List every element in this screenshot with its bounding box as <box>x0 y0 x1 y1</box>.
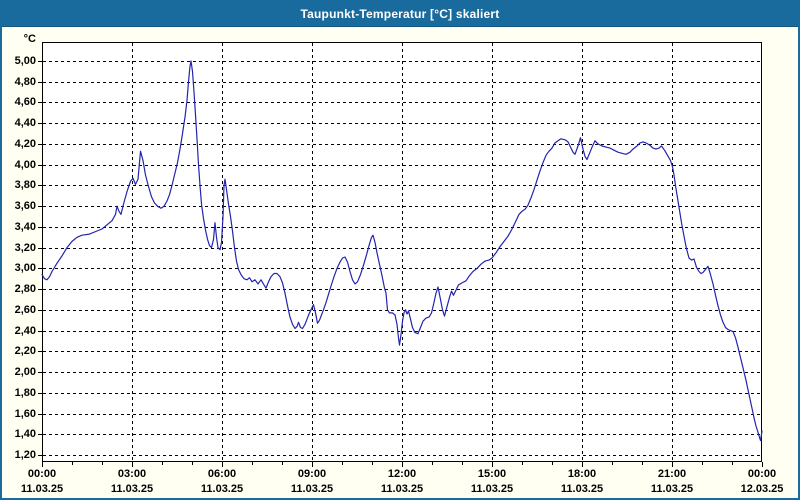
x-tick-time-label: 03:00 <box>117 468 147 480</box>
x-tick-date-label: 11.03.25 <box>290 483 334 495</box>
x-tick-date-label: 11.03.25 <box>470 483 514 495</box>
x-tick-time-label: 18:00 <box>567 468 597 480</box>
y-tick-label: 3,20 <box>14 242 36 254</box>
y-tick-label: 2,60 <box>14 304 36 316</box>
y-tick-label: 4,00 <box>14 159 36 171</box>
y-tick-label: 4,40 <box>14 117 36 129</box>
x-tick-date-label: 11.03.25 <box>650 483 694 495</box>
y-tick-label: 4,20 <box>14 138 36 150</box>
x-tick-time-label: 06:00 <box>207 468 237 480</box>
window-title: Taupunkt-Temperatur [°C] skaliert <box>300 7 500 21</box>
x-tick-time-label: 00:00 <box>747 468 777 480</box>
x-tick-time-label: 21:00 <box>657 468 687 480</box>
window-title-bar: Taupunkt-Temperatur [°C] skaliert <box>2 2 798 27</box>
x-tick-date-label: 11.03.25 <box>200 483 244 495</box>
y-tick-label: 2,40 <box>14 325 36 337</box>
y-tick-label: 3,40 <box>14 221 36 233</box>
y-tick-label: 4,60 <box>14 96 36 108</box>
x-tick-date-label: 11.03.25 <box>20 483 64 495</box>
y-tick-label: 1,60 <box>14 408 36 420</box>
x-tick-date-label: 11.03.25 <box>380 483 424 495</box>
y-tick-label: 3,80 <box>14 179 36 191</box>
y-tick-label: 2,80 <box>14 283 36 295</box>
x-tick-time-label: 09:00 <box>297 468 327 480</box>
y-tick-label: 5,00 <box>14 55 36 67</box>
y-tick-label: 4,80 <box>14 76 36 88</box>
x-tick-time-label: 12:00 <box>387 468 417 480</box>
y-tick-label: 1,40 <box>14 428 36 440</box>
y-tick-label: 2,20 <box>14 345 36 357</box>
y-tick-label: 2,00 <box>14 366 36 378</box>
y-tick-label: 3,00 <box>14 262 36 274</box>
x-tick-date-label: 12.03.25 <box>740 483 784 495</box>
y-tick-label: 1,80 <box>14 387 36 399</box>
x-tick-date-label: 11.03.25 <box>110 483 154 495</box>
y-tick-label: 1,20 <box>14 449 36 461</box>
y-tick-label: 3,60 <box>14 200 36 212</box>
series-line <box>41 60 763 442</box>
x-tick-date-label: 11.03.25 <box>560 483 604 495</box>
y-axis-unit-label: °C <box>23 33 36 45</box>
x-tick-time-label: 00:00 <box>27 468 57 480</box>
x-tick-time-label: 15:00 <box>477 468 507 480</box>
